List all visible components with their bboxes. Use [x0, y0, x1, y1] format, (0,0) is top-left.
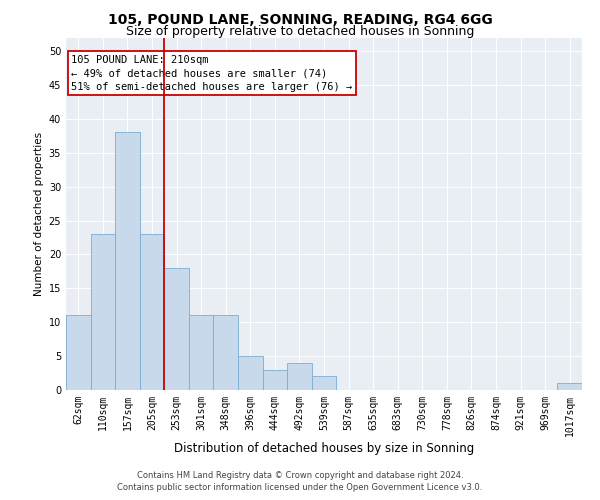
- Bar: [115, 132, 140, 390]
- Bar: [214, 316, 238, 390]
- Bar: [238, 356, 263, 390]
- Bar: [263, 370, 287, 390]
- Bar: [189, 316, 214, 390]
- Bar: [91, 234, 115, 390]
- Bar: [287, 363, 312, 390]
- Bar: [312, 376, 336, 390]
- Text: 105 POUND LANE: 210sqm
← 49% of detached houses are smaller (74)
51% of semi-det: 105 POUND LANE: 210sqm ← 49% of detached…: [71, 55, 352, 92]
- Text: Contains HM Land Registry data © Crown copyright and database right 2024.
Contai: Contains HM Land Registry data © Crown c…: [118, 471, 482, 492]
- Bar: [66, 316, 91, 390]
- Bar: [164, 268, 189, 390]
- X-axis label: Distribution of detached houses by size in Sonning: Distribution of detached houses by size …: [174, 442, 474, 454]
- Y-axis label: Number of detached properties: Number of detached properties: [34, 132, 44, 296]
- Bar: [557, 383, 582, 390]
- Text: 105, POUND LANE, SONNING, READING, RG4 6GG: 105, POUND LANE, SONNING, READING, RG4 6…: [107, 12, 493, 26]
- Bar: [140, 234, 164, 390]
- Text: Size of property relative to detached houses in Sonning: Size of property relative to detached ho…: [126, 25, 474, 38]
